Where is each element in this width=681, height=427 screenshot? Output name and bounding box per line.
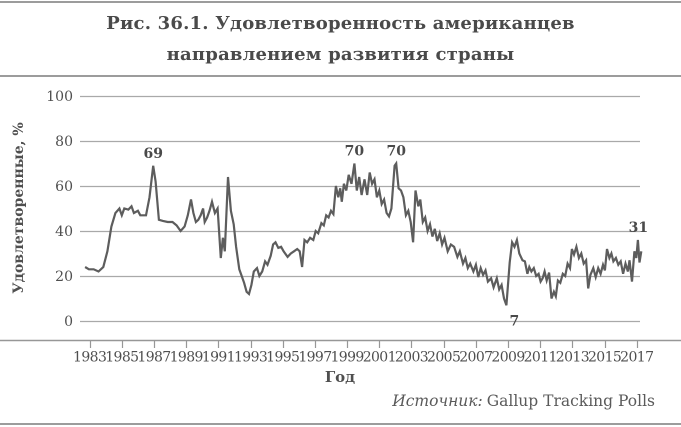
x-tick-label: 2001 [363,350,396,366]
top-border [0,1,681,3]
y-tick-label: 100 [46,89,73,105]
figure-title: Рис. 36.1. Удовлетворенность американцев… [0,8,681,70]
figure-title-line1: Рис. 36.1. Удовлетворенность американцев [106,13,575,34]
data-line [84,160,643,306]
x-tick-label: 2017 [620,350,653,366]
x-tick-label: 1993 [234,350,267,366]
annotation-label: 31 [629,220,648,236]
x-tick-label: 2007 [459,350,492,366]
title-separator [0,75,681,77]
annotation-label: 69 [143,146,162,162]
y-tick-label: 0 [64,314,73,330]
x-tick-label: 2013 [556,350,589,366]
figure-title-line2: направлением развития страны [166,44,515,65]
x-tick-label: 1991 [202,350,235,366]
x-tick-label: 1995 [266,350,299,366]
x-tick-label: 1989 [170,350,203,366]
x-axis-title: Год [324,368,356,386]
y-tick-label: 80 [55,134,73,150]
x-tick-label: 1985 [105,350,138,366]
x-tick-label: 2015 [588,350,621,366]
y-tick-label: 40 [55,224,73,240]
bottom-border [0,423,681,425]
annotation-label: 70 [386,144,406,160]
x-tick-label: 1999 [331,350,364,366]
x-tick-label: 2003 [395,350,428,366]
source-value: Gallup Tracking Polls [486,392,655,410]
y-tick-label: 20 [55,269,73,285]
source-note: Источник: Gallup Tracking Polls [392,392,655,410]
y-tick-label: 60 [55,179,73,195]
x-tick-label: 2009 [491,350,524,366]
x-tick-label: 1983 [73,350,106,366]
x-tick-label: 1987 [137,350,170,366]
x-tick-label: 1997 [298,350,331,366]
source-label: Источник: [392,392,483,410]
x-tick-label: 2005 [427,350,460,366]
x-tick-label: 2011 [524,350,557,366]
annotation-label: 70 [345,144,365,160]
annotation-label: 7 [510,313,520,329]
